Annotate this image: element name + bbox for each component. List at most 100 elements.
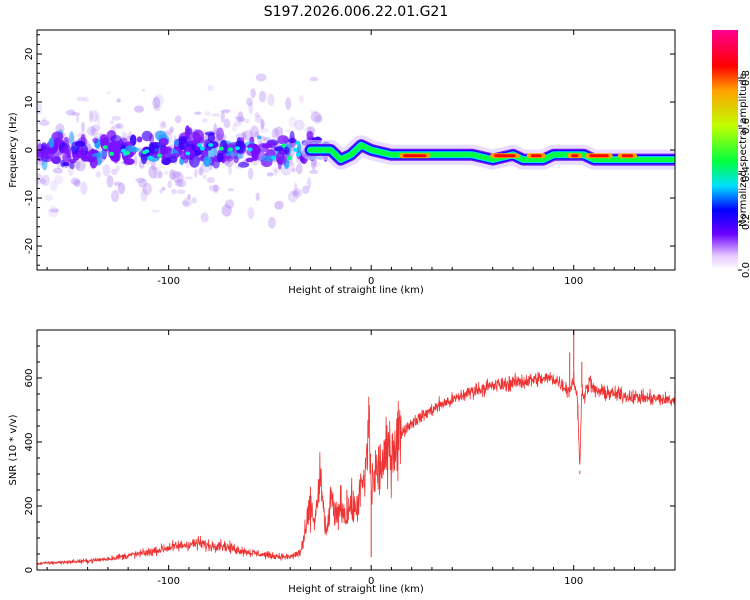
spectrogram-hot-spot bbox=[208, 142, 214, 147]
spectrogram-noise-blob bbox=[76, 96, 85, 102]
spectrogram-core-blob bbox=[123, 158, 135, 166]
spectrogram-hot-spot bbox=[227, 147, 233, 152]
snr-x-tick-label: 0 bbox=[368, 576, 374, 587]
spectrogram-noise-blob bbox=[267, 93, 275, 106]
spectrogram-noise-blob bbox=[310, 111, 322, 123]
spectrogram-noise-blob bbox=[213, 184, 219, 193]
spectrogram-core-blob bbox=[66, 144, 72, 159]
spectrogram-noise-blob bbox=[220, 110, 225, 123]
spectrogram-noise-blob bbox=[208, 184, 220, 192]
spectrogram-noise-blob bbox=[141, 88, 145, 92]
snr-plot-area bbox=[37, 330, 675, 566]
spectrogram-noise-blob bbox=[294, 119, 305, 131]
spectrogram-core-blob bbox=[158, 134, 166, 139]
spectrogram-noise-blob bbox=[273, 169, 278, 176]
spectrogram-noise-blob bbox=[86, 126, 96, 136]
spectrogram-hot-spot bbox=[109, 151, 115, 156]
spectrogram-core-blob bbox=[140, 151, 148, 165]
spectrogram-noise-blob bbox=[169, 126, 174, 133]
spectrogram-noise-blob bbox=[90, 125, 96, 135]
colorbar-tick-label: 0.0 bbox=[741, 262, 750, 278]
spectrogram-noise-blob bbox=[288, 116, 297, 128]
spectrogram-noise-blob bbox=[228, 164, 232, 176]
spectrogram-noise-blob bbox=[140, 188, 148, 202]
spectrogram-noise-blob bbox=[133, 155, 138, 166]
spectrogram-hot-spot bbox=[196, 143, 202, 148]
snr-y-tick-label: 0 bbox=[24, 567, 35, 573]
spectrogram-x-tick-label: 0 bbox=[368, 276, 374, 287]
spectrogram-noise-blob bbox=[169, 169, 176, 181]
spectrogram-noise-blob bbox=[258, 128, 270, 133]
spectrogram-noise-blob bbox=[213, 123, 218, 135]
snr-y-tick-label: 600 bbox=[24, 368, 35, 387]
spectrogram-hot-spot bbox=[185, 151, 191, 156]
spectrogram-hot-spot bbox=[295, 152, 301, 157]
spectrogram-core-blob bbox=[189, 131, 201, 146]
spectrogram-noise-blob bbox=[115, 123, 122, 129]
spectrogram-noise-blob bbox=[223, 108, 232, 114]
spectrogram-core-blob bbox=[151, 144, 160, 154]
spectrogram-core-blob bbox=[283, 146, 290, 155]
spectrogram-core-blob bbox=[237, 161, 250, 168]
spectrogram-noise-blob bbox=[38, 120, 50, 126]
spectrogram-noise-blob bbox=[194, 168, 198, 178]
spectrogram-noise-blob bbox=[89, 109, 93, 123]
spectrogram-y-tick-label: 20 bbox=[24, 48, 35, 61]
spectrogram-noise-blob bbox=[199, 162, 205, 176]
spectrogram-core-blob bbox=[267, 140, 277, 149]
snr-panel: -100 0 100 0 200 400 600 Height of straight l… bbox=[8, 329, 676, 595]
spectrogram-hot-spot bbox=[270, 155, 276, 160]
spectrogram-noise-blob bbox=[172, 171, 184, 183]
spectrogram-noise-blob bbox=[159, 121, 167, 129]
spectrogram-core-blob bbox=[87, 151, 93, 162]
spectrogram-hot-spot bbox=[102, 145, 108, 150]
spectrogram-noise-blob bbox=[313, 113, 322, 125]
spectrogram-noise-blob bbox=[233, 121, 242, 127]
spectrogram-noise-blob bbox=[248, 101, 254, 115]
spectrogram-noise-blob bbox=[39, 178, 47, 185]
spectrogram-core-blob bbox=[202, 155, 212, 167]
spectrogram-noise-blob bbox=[234, 115, 239, 120]
spectrogram-noise-blob bbox=[182, 197, 193, 208]
spectrogram-y-tick-label: 0 bbox=[24, 147, 35, 153]
spectrogram-core-blob bbox=[71, 141, 80, 155]
spectrogram-noise-blob bbox=[266, 172, 274, 177]
spectrogram-noise-blob bbox=[176, 189, 186, 195]
spectrogram-noise-blob bbox=[106, 175, 114, 188]
spectrogram-core-blob bbox=[119, 137, 128, 143]
spectrogram-core-blob bbox=[158, 137, 169, 147]
spectrogram-noise-blob bbox=[164, 170, 169, 175]
spectrogram-y-tick-label: 10 bbox=[24, 96, 35, 109]
spectrogram-noise-blob bbox=[255, 73, 267, 82]
spectrogram-noise-blob bbox=[260, 118, 265, 130]
spectrogram-core-blob bbox=[289, 130, 295, 143]
spectrogram-noise-blob bbox=[245, 118, 250, 124]
spectrogram-noise-blob bbox=[174, 178, 183, 187]
spectrogram-noise-blob bbox=[284, 128, 291, 133]
spectrogram-noise-blob bbox=[254, 112, 260, 118]
spectrogram-noise-blob bbox=[247, 206, 255, 220]
spectrogram-core-blob bbox=[51, 131, 64, 143]
spectrogram-noise-blob bbox=[161, 120, 166, 128]
spectrogram-noise-blob bbox=[246, 97, 253, 106]
spectrogram-x-axis-label: Height of straight line (km) bbox=[288, 285, 424, 296]
spectrogram-hot-spot bbox=[120, 148, 126, 153]
spectrogram-noise-blob bbox=[174, 115, 182, 124]
spectrogram-noise-blob bbox=[171, 188, 177, 195]
spectrogram-core-blob bbox=[184, 125, 190, 139]
spectrogram-noise-blob bbox=[198, 167, 203, 176]
spectrogram-noise-blob bbox=[135, 177, 146, 183]
spectrogram-noise-blob bbox=[80, 181, 88, 195]
spectrogram-hot-spot bbox=[144, 149, 150, 154]
spectrogram-core-blob bbox=[173, 139, 179, 147]
spectrogram-y-axis-label: Frequency (Hz) bbox=[8, 112, 19, 188]
spectrogram-core-blob bbox=[251, 150, 259, 162]
colorbar: 0.0 0.2 0.4 0.6 0.8 Normalized spectral ampl… bbox=[712, 30, 750, 278]
spectrogram-hot-spot bbox=[295, 140, 301, 145]
spectrogram-noise-blob bbox=[153, 94, 164, 108]
spectrogram-noise-blob bbox=[204, 111, 211, 117]
spectrogram-core-blob bbox=[233, 155, 239, 164]
spectrogram-noise-blob bbox=[73, 179, 81, 187]
spectrogram-core-blob bbox=[245, 157, 254, 163]
